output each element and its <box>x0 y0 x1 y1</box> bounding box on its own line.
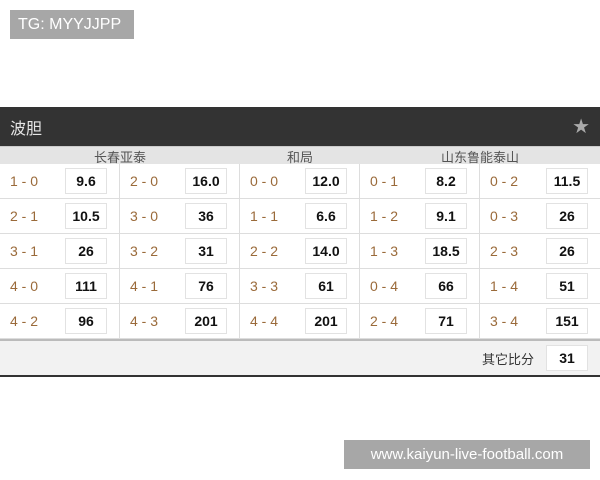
score-cell: 0 - 3 26 <box>480 199 600 233</box>
odds-value[interactable]: 51 <box>546 273 588 299</box>
score-cell: 4 - 0 111 <box>0 269 120 303</box>
group-away: 山东鲁能泰山 <box>440 150 519 165</box>
score-label: 2 - 1 <box>10 208 39 224</box>
score-cell: 3 - 3 61 <box>240 269 360 303</box>
score-label: 2 - 3 <box>490 243 519 259</box>
table-row: 3 - 1 26 3 - 2 31 2 - 2 14.0 1 - 3 18.5 2 - 3 26 <box>0 234 600 269</box>
score-label: 3 - 2 <box>130 243 159 259</box>
score-cell: 0 - 2 11.5 <box>480 164 600 198</box>
score-cell: 2 - 2 14.0 <box>240 234 360 268</box>
score-label: 4 - 1 <box>130 278 159 294</box>
odds-value[interactable]: 71 <box>425 308 467 334</box>
odds-value[interactable]: 26 <box>546 203 588 229</box>
score-label: 3 - 4 <box>490 313 519 329</box>
panel-title: 波胆 <box>10 120 43 138</box>
table-row: 4 - 2 96 4 - 3 201 4 - 4 201 2 - 4 71 3 - 4 151 <box>0 304 600 339</box>
other-scores-row: 其它比分 31 <box>0 339 600 377</box>
odds-value[interactable]: 16.0 <box>185 168 227 194</box>
score-label: 4 - 2 <box>10 313 39 329</box>
score-label: 2 - 0 <box>130 173 159 189</box>
odds-value[interactable]: 26 <box>546 238 588 264</box>
group-home: 长春亚泰 <box>93 150 146 165</box>
correct-score-panel: 波胆 ★ 长春亚泰 和局 山东鲁能泰山 1 - 0 9.6 2 - 0 16.0 0 -… <box>0 107 600 377</box>
score-label: 1 - 2 <box>370 208 399 224</box>
score-label: 2 - 2 <box>250 243 279 259</box>
watermark-bottom: www.kaiyun-live-football.com <box>344 440 590 469</box>
table-row: 4 - 0 111 4 - 1 76 3 - 3 61 0 - 4 66 1 - 4 51 <box>0 269 600 304</box>
score-label: 2 - 4 <box>370 313 399 329</box>
score-label: 3 - 3 <box>250 278 279 294</box>
odds-value[interactable]: 96 <box>65 308 107 334</box>
score-cell: 2 - 1 10.5 <box>0 199 120 233</box>
score-cell: 0 - 0 12.0 <box>240 164 360 198</box>
score-cell: 1 - 2 9.1 <box>360 199 480 233</box>
odds-value[interactable]: 6.6 <box>305 203 347 229</box>
score-cell: 4 - 2 96 <box>0 304 120 338</box>
odds-value[interactable]: 151 <box>546 308 588 334</box>
score-label: 4 - 4 <box>250 313 279 329</box>
star-icon[interactable]: ★ <box>572 116 590 138</box>
score-label: 3 - 0 <box>130 208 159 224</box>
score-label: 3 - 1 <box>10 243 39 259</box>
table-row: 1 - 0 9.6 2 - 0 16.0 0 - 0 12.0 0 - 1 8.2 0 - 2 1… <box>0 164 600 199</box>
odds-value[interactable]: 26 <box>65 238 107 264</box>
odds-value[interactable]: 18.5 <box>425 238 467 264</box>
score-cell: 3 - 4 151 <box>480 304 600 338</box>
score-cell: 3 - 0 36 <box>120 199 240 233</box>
table-row: 2 - 1 10.5 3 - 0 36 1 - 1 6.6 1 - 2 9.1 0 - 3 26 <box>0 199 600 234</box>
odds-value[interactable]: 61 <box>305 273 347 299</box>
odds-value[interactable]: 12.0 <box>305 168 347 194</box>
score-cell: 2 - 4 71 <box>360 304 480 338</box>
score-cell: 2 - 3 26 <box>480 234 600 268</box>
odds-value[interactable]: 66 <box>425 273 467 299</box>
odds-value[interactable]: 201 <box>185 308 227 334</box>
score-cell: 4 - 3 201 <box>120 304 240 338</box>
odds-value[interactable]: 8.2 <box>425 168 467 194</box>
score-label: 0 - 1 <box>370 173 399 189</box>
odds-value[interactable]: 36 <box>185 203 227 229</box>
odds-value[interactable]: 201 <box>305 308 347 334</box>
score-label: 0 - 2 <box>490 173 519 189</box>
odds-value[interactable]: 11.5 <box>546 168 588 194</box>
score-label: 1 - 0 <box>10 173 39 189</box>
odds-value[interactable]: 111 <box>65 273 107 299</box>
score-label: 0 - 4 <box>370 278 399 294</box>
score-cell: 1 - 1 6.6 <box>240 199 360 233</box>
odds-value[interactable]: 9.6 <box>65 168 107 194</box>
odds-value[interactable]: 14.0 <box>305 238 347 264</box>
watermark-top: TG: MYYJJPP <box>10 10 134 39</box>
odds-value[interactable]: 10.5 <box>65 203 107 229</box>
score-cell: 0 - 4 66 <box>360 269 480 303</box>
score-label: 0 - 0 <box>250 173 279 189</box>
score-cell: 1 - 3 18.5 <box>360 234 480 268</box>
group-header: 长春亚泰 和局 山东鲁能泰山 <box>0 146 600 165</box>
score-label: 4 - 3 <box>130 313 159 329</box>
score-cell: 0 - 1 8.2 <box>360 164 480 198</box>
score-cell: 4 - 4 201 <box>240 304 360 338</box>
odds-value[interactable]: 76 <box>185 273 227 299</box>
score-label: 1 - 3 <box>370 243 399 259</box>
score-cell: 1 - 0 9.6 <box>0 164 120 198</box>
group-draw: 和局 <box>286 150 313 165</box>
other-scores-label: 其它比分 <box>481 351 534 367</box>
odds-value[interactable]: 31 <box>185 238 227 264</box>
odds-value[interactable]: 31 <box>546 345 588 371</box>
score-label: 1 - 1 <box>250 208 279 224</box>
score-cell: 4 - 1 76 <box>120 269 240 303</box>
panel-header: 波胆 ★ <box>0 107 600 146</box>
odds-value[interactable]: 9.1 <box>425 203 467 229</box>
score-label: 0 - 3 <box>490 208 519 224</box>
score-cell: 3 - 1 26 <box>0 234 120 268</box>
score-cell: 2 - 0 16.0 <box>120 164 240 198</box>
score-cell: 1 - 4 51 <box>480 269 600 303</box>
score-label: 1 - 4 <box>490 278 519 294</box>
score-label: 4 - 0 <box>10 278 39 294</box>
score-cell: 3 - 2 31 <box>120 234 240 268</box>
